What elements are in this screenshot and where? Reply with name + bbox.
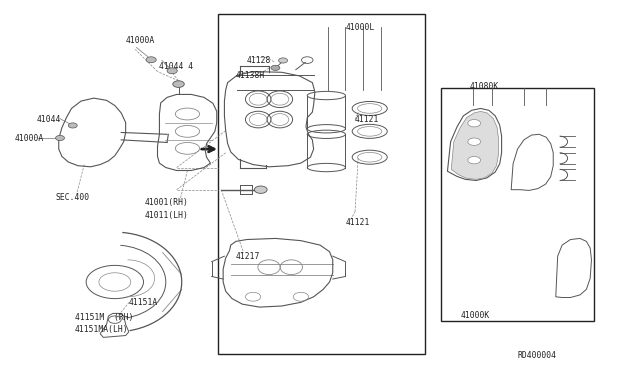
Text: 41000K: 41000K (460, 311, 490, 320)
Circle shape (173, 81, 184, 87)
Text: 41000L: 41000L (346, 23, 375, 32)
Text: 41217: 41217 (236, 251, 260, 261)
Text: 41151M  (RH): 41151M (RH) (75, 312, 133, 321)
Circle shape (278, 58, 287, 63)
Polygon shape (451, 112, 499, 179)
Text: 41128: 41128 (246, 56, 271, 65)
Text: 41138H: 41138H (236, 71, 265, 80)
Text: 41044: 41044 (36, 115, 61, 124)
Bar (218, 14, 425, 354)
Text: 41000A: 41000A (14, 134, 44, 142)
Circle shape (68, 123, 77, 128)
Circle shape (167, 68, 177, 74)
Circle shape (468, 157, 481, 164)
Circle shape (271, 65, 280, 70)
Text: 41000A: 41000A (125, 36, 155, 45)
Text: 41151A: 41151A (129, 298, 158, 307)
Text: 41121: 41121 (355, 115, 380, 124)
Text: 41151MA(LH): 41151MA(LH) (75, 326, 128, 334)
Circle shape (146, 57, 156, 62)
Text: 41044 4: 41044 4 (159, 61, 193, 71)
Text: 41080K: 41080K (470, 82, 499, 91)
Text: 41001(RH): 41001(RH) (145, 198, 189, 207)
Circle shape (254, 186, 267, 193)
Circle shape (468, 119, 481, 127)
Text: 41011(LH): 41011(LH) (145, 211, 189, 220)
Text: RD400004: RD400004 (518, 351, 557, 360)
Circle shape (468, 138, 481, 145)
Circle shape (56, 135, 65, 141)
Text: SEC.400: SEC.400 (56, 193, 90, 202)
Bar (441, 88, 594, 321)
Text: 41121: 41121 (346, 218, 370, 227)
